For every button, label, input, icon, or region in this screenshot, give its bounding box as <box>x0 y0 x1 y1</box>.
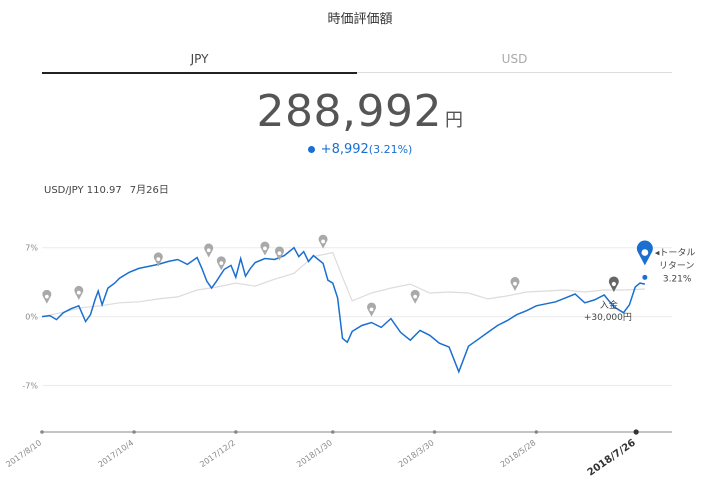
change-amount: +8,992 <box>320 142 369 157</box>
valuation-number: 288,992 <box>256 86 442 137</box>
x-tick-dot-3 <box>330 430 335 434</box>
y-tick-label-0: 7% <box>25 244 38 253</box>
x-tick-label-0: 2017/8/10 <box>4 438 43 469</box>
benchmark-line <box>41 251 645 318</box>
y-tick-label-2: -7% <box>22 382 38 391</box>
total-return-label-2: リターン <box>659 260 695 271</box>
event-pin-icon-0-hole <box>44 294 49 299</box>
event-pin-icon-4-hole <box>219 261 224 265</box>
total-return-value: 3.21% <box>663 274 692 284</box>
x-tick-dot-4 <box>432 430 437 434</box>
fx-rate: USD/JPY 110.97 7月26日 <box>44 181 177 196</box>
x-tick-label-6: 2018/7/26 <box>586 437 638 478</box>
x-tick-dot-5 <box>534 430 539 434</box>
current-value-dot <box>642 274 648 280</box>
currency-tabs: JPY USD <box>42 52 672 74</box>
valuation-change: +8,992(3.21%) <box>0 142 720 157</box>
tab-jpy[interactable]: JPY <box>42 52 357 74</box>
event-pin-icon-9-hole <box>413 294 418 299</box>
current-pin-icon-hole <box>641 249 649 256</box>
change-percent: (3.21%) <box>368 143 413 156</box>
deposit-pin-icon-hole <box>611 281 616 287</box>
x-tick-label-3: 2018/1/30 <box>295 438 334 469</box>
event-pin-icon-5-hole <box>263 246 267 251</box>
fx-rate-label: USD/JPY 110.97 <box>44 185 122 196</box>
x-tick-label-5: 2018/5/28 <box>499 438 538 469</box>
valuation-amount: 288,992 円 <box>0 86 720 137</box>
event-pin-icon-7-hole <box>321 239 325 244</box>
x-tick-label-4: 2018/3/30 <box>397 438 436 469</box>
y-tick-label-1: 0% <box>25 313 38 322</box>
event-pin-icon-2-hole <box>156 257 161 262</box>
valuation-unit: 円 <box>444 110 464 131</box>
x-tick-dot-1 <box>132 430 136 434</box>
event-pin-icon-1-hole <box>76 290 81 295</box>
change-dot-icon <box>307 146 315 153</box>
event-pin-icon-6-hole <box>277 251 282 256</box>
deposit-label: 入金 <box>600 299 618 311</box>
portfolio-line <box>41 246 646 374</box>
x-tick-dot-2 <box>234 430 238 434</box>
tab-usd[interactable]: USD <box>357 52 672 73</box>
event-pin-icon-3-hole <box>206 248 211 253</box>
fx-rate-date: 7月26日 <box>129 185 169 196</box>
x-tick-label-1: 2017/10/4 <box>96 438 135 469</box>
x-tick-dot-0 <box>40 430 44 434</box>
event-pin-icon-8-hole <box>369 307 374 312</box>
deposit-amount: +30,000円 <box>584 312 632 323</box>
x-tick-dot-6 <box>633 429 639 435</box>
x-tick-label-2: 2017/12/2 <box>198 438 237 469</box>
total-return-label-1: ◂トータル <box>655 247 696 258</box>
event-pin-icon-10-hole <box>513 281 517 286</box>
page-title: 時価評価額 <box>327 12 393 27</box>
